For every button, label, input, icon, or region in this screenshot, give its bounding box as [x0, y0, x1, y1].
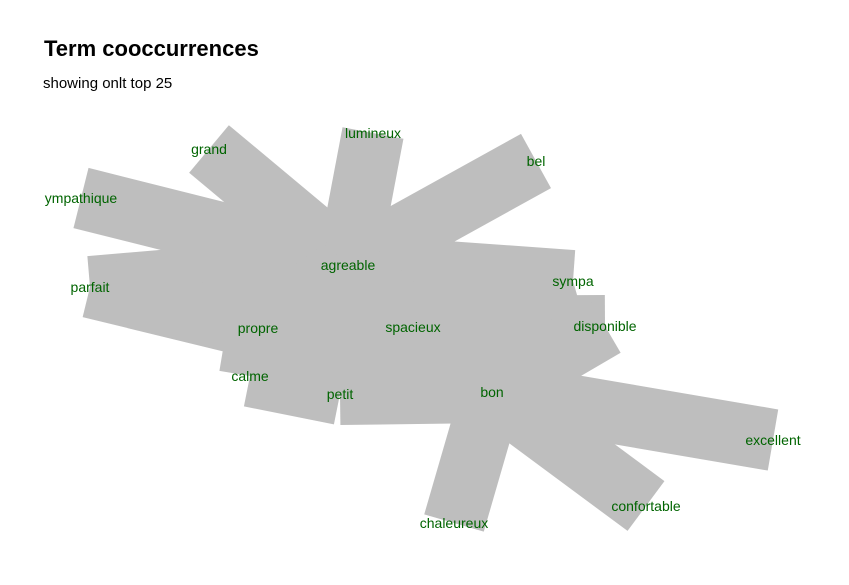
- term-label-confortable: confortable: [611, 498, 680, 514]
- chart-subtitle: showing onlt top 25: [43, 75, 173, 92]
- term-label-spacieux: spacieux: [385, 319, 440, 335]
- chart-title: Term cooccurrences: [44, 36, 259, 61]
- term-label-propre: propre: [238, 320, 279, 336]
- term-label-calme: calme: [231, 368, 269, 384]
- term-label-bel: bel: [527, 153, 546, 169]
- term-label-chaleureux: chaleureux: [420, 515, 489, 531]
- edge-layer: [73, 125, 779, 532]
- term-label-lumineux: lumineux: [345, 125, 401, 141]
- edge-petit-calme: [243, 345, 347, 425]
- edge-bon-petit: [339, 361, 493, 425]
- edge-bon-disponible: [476, 299, 621, 419]
- edge-propre-calme: [219, 322, 289, 382]
- term-label-disponible: disponible: [573, 318, 636, 334]
- term-label-ympathique: ympathique: [45, 190, 118, 206]
- term-label-excellent: excellent: [745, 432, 800, 448]
- term-label-bon: bon: [480, 384, 503, 400]
- term-label-sympa: sympa: [552, 273, 593, 289]
- edge-propre-parfait: [82, 256, 266, 359]
- term-label-grand: grand: [191, 141, 227, 157]
- term-label-parfait: parfait: [71, 279, 110, 295]
- term-label-agreable: agreable: [321, 257, 376, 273]
- term-label-petit: petit: [327, 386, 354, 402]
- label-layer: lumineux grand bel ympathique agreable parfai…: [45, 125, 801, 531]
